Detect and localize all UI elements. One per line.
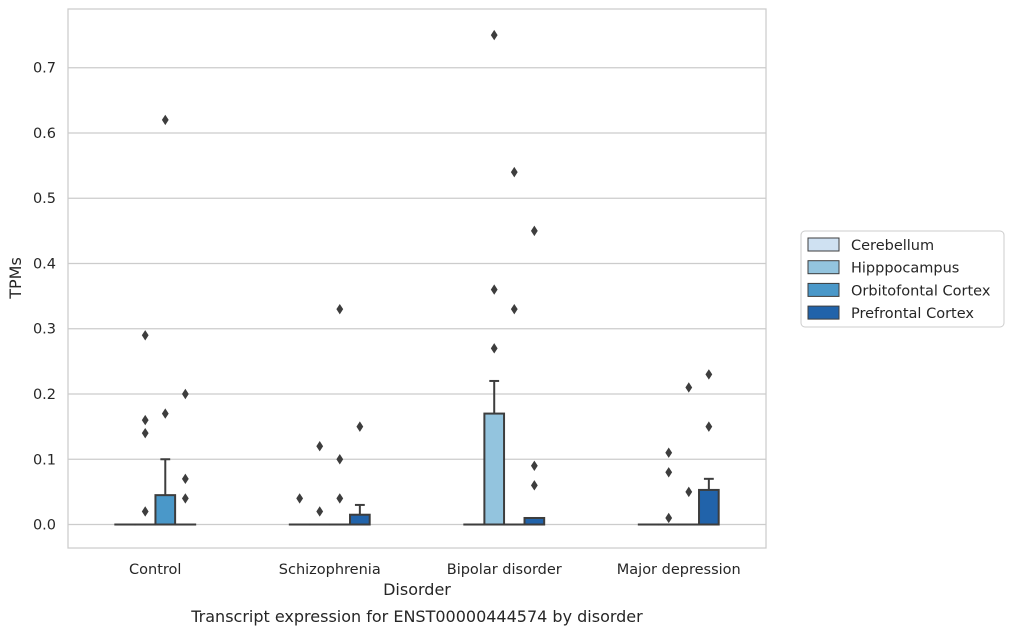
y-tick-label: 0.5 <box>33 191 56 207</box>
outlier-point <box>141 506 149 517</box>
legend-frame <box>800 230 1005 328</box>
x-tick-label: Schizophrenia <box>279 562 381 578</box>
box-plots <box>114 379 720 526</box>
outlier-point <box>510 166 518 178</box>
y-tick-label: 0.7 <box>33 61 56 77</box>
box-body <box>698 488 720 526</box>
legend-swatch <box>807 260 840 275</box>
y-axis-title: TPMs <box>6 257 25 300</box>
chart-caption: Transcript expression for ENST0000044457… <box>190 607 643 626</box>
box-3-3 <box>698 477 720 526</box>
x-axis-title: Disorder <box>383 580 451 599</box>
outlier-points <box>141 29 713 524</box>
legend: Cerebellum Hipppocampus Orbitofontal Corte… <box>800 230 1005 328</box>
y-tick-label: 0.2 <box>33 387 56 403</box>
outlier-point <box>336 493 344 504</box>
box-body <box>349 513 371 526</box>
outlier-point <box>141 427 149 439</box>
outlier-point <box>530 225 538 237</box>
box-body <box>154 494 177 526</box>
outlier-point <box>705 421 713 432</box>
y-tick-label: 0.0 <box>33 518 56 534</box>
outlier-point <box>181 493 189 504</box>
legend-item: Cerebellum <box>807 237 934 254</box>
outlier-point <box>181 388 189 400</box>
legend-swatch <box>807 305 840 320</box>
outlier-point <box>665 447 673 458</box>
outlier-point <box>490 284 498 295</box>
outlier-point <box>665 467 673 478</box>
outlier-point <box>530 460 538 471</box>
outlier-point <box>490 29 498 41</box>
outlier-point <box>316 506 324 517</box>
outlier-point <box>705 369 713 380</box>
legend-label: Prefrontal Cortex <box>851 306 974 322</box>
y-tick-label: 0.3 <box>33 322 56 338</box>
box-1-2 <box>483 379 506 526</box>
box-body <box>483 412 506 526</box>
legend-label: Hipppocampus <box>851 261 959 277</box>
outlier-point <box>336 454 344 465</box>
legend-label: Cerebellum <box>851 238 934 254</box>
plot-frame <box>67 8 767 549</box>
outlier-point <box>296 493 304 504</box>
box-3-2 <box>523 516 546 526</box>
outlier-point <box>141 414 149 426</box>
y-tick-label: 0.1 <box>33 452 56 468</box>
outlier-point <box>336 303 344 315</box>
y-tick-label: 0.6 <box>33 126 56 142</box>
legend-swatch <box>807 237 840 252</box>
outlier-point <box>161 408 169 419</box>
outlier-point <box>510 303 518 315</box>
x-tick-label: Major depression <box>617 562 741 578</box>
y-tick-label: 0.4 <box>33 256 56 272</box>
outlier-point <box>181 473 189 485</box>
outlier-point <box>161 114 169 126</box>
x-tick-label: Bipolar disorder <box>447 562 562 578</box>
x-axis-ticks: Control Schizophrenia Bipolar disorder Majo… <box>129 562 741 578</box>
y-axis-ticks: 0.0 0.1 0.2 0.3 0.4 0.5 0.6 0.7 <box>33 61 56 534</box>
x-tick-label: Control <box>129 562 181 578</box>
legend-item: Orbitofontal Cortex <box>807 282 991 299</box>
outlier-point <box>685 486 693 498</box>
box-3-1 <box>349 503 371 526</box>
box-2-0 <box>154 458 177 526</box>
outlier-point <box>530 480 538 491</box>
outlier-point <box>665 512 673 524</box>
outlier-point <box>141 330 149 341</box>
outlier-point <box>490 343 498 354</box>
legend-item: Hipppocampus <box>807 260 959 277</box>
outlier-point <box>685 382 693 393</box>
outlier-point <box>316 441 324 452</box>
legend-label: Orbitofontal Cortex <box>851 283 991 299</box>
legend-swatch <box>807 282 840 297</box>
outlier-point <box>356 421 364 432</box>
legend-item: Prefrontal Cortex <box>807 305 974 322</box>
